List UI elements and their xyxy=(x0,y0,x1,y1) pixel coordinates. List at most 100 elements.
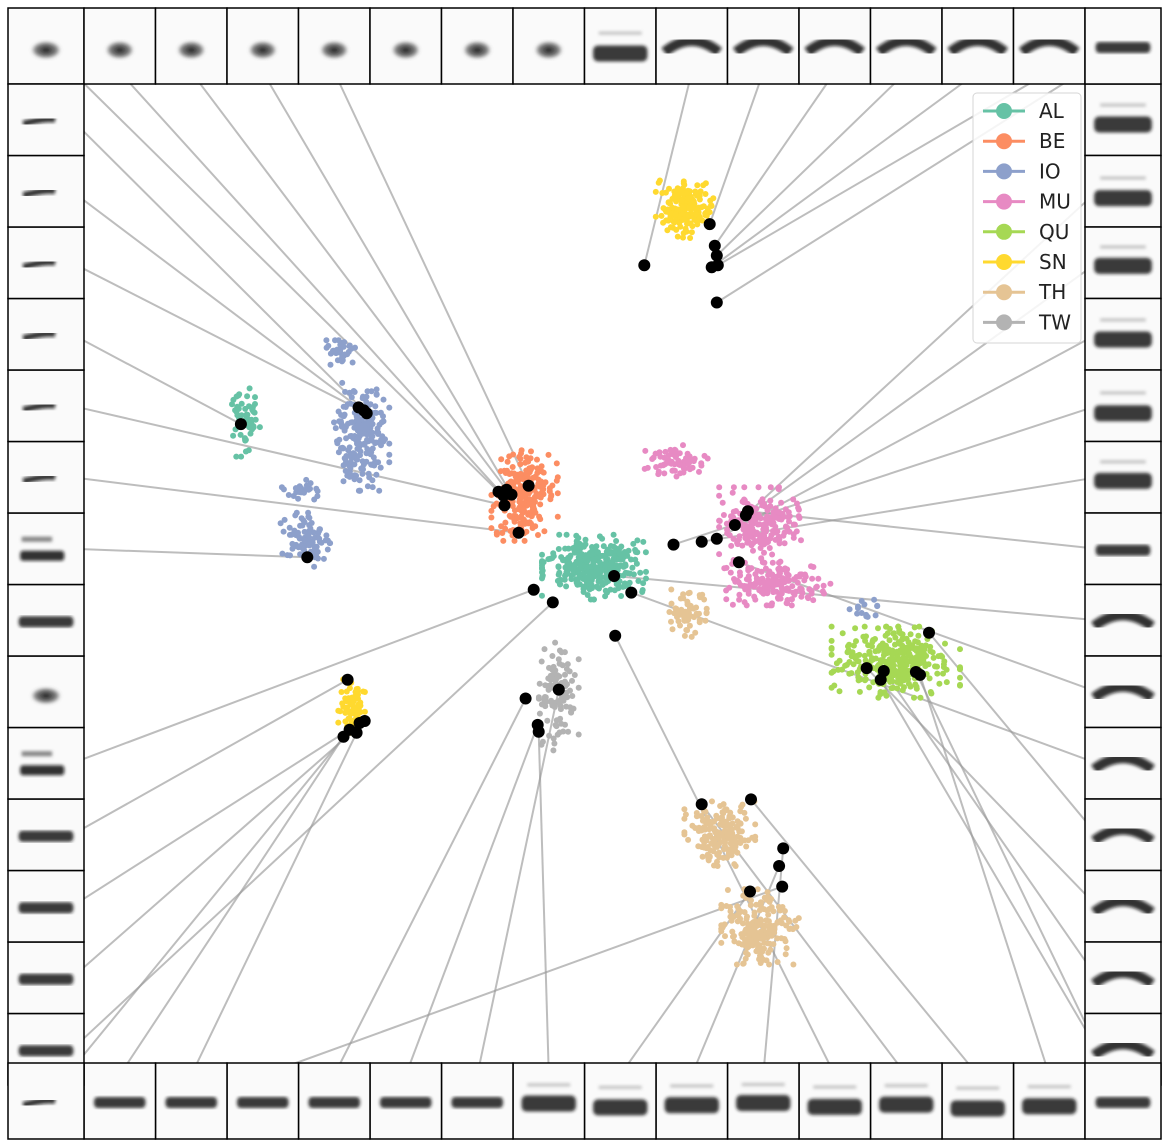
point-th xyxy=(758,917,765,924)
point-io xyxy=(360,422,367,428)
point-mu xyxy=(719,499,726,506)
point-th xyxy=(701,596,708,603)
point-mu xyxy=(795,506,802,513)
point-io xyxy=(350,450,357,457)
connector-line xyxy=(71,588,535,765)
point-sn xyxy=(686,205,693,212)
point-al xyxy=(624,570,631,577)
point-th xyxy=(764,889,771,896)
point-qu xyxy=(896,629,903,636)
point-sn xyxy=(693,211,700,218)
thumbnail-top xyxy=(297,7,371,85)
point-al xyxy=(576,572,583,579)
point-sn xyxy=(681,181,688,188)
point-al xyxy=(252,416,259,423)
point-al xyxy=(635,578,642,584)
point-qu xyxy=(901,684,907,691)
point-be xyxy=(504,458,511,465)
point-qu xyxy=(828,637,835,644)
point-io xyxy=(317,526,323,533)
point-al xyxy=(584,569,591,575)
point-mu xyxy=(676,450,683,457)
point-mu xyxy=(798,537,804,544)
spectrogram-thumbnails xyxy=(7,7,1162,1140)
point-th xyxy=(786,926,793,932)
thumbnail-top xyxy=(655,7,729,85)
point-mu xyxy=(744,528,751,535)
connector-line xyxy=(119,71,505,497)
point-mu xyxy=(677,470,684,477)
point-al xyxy=(539,575,545,582)
highlighted-point xyxy=(710,532,723,545)
point-al xyxy=(562,545,569,552)
point-mu xyxy=(729,489,736,496)
point-sn xyxy=(354,685,361,692)
point-io xyxy=(871,596,878,603)
thumbnail-right xyxy=(1084,583,1162,657)
point-sn xyxy=(342,709,349,716)
thumbnail-bottom xyxy=(297,1062,371,1140)
legend-marker xyxy=(996,223,1012,240)
point-qu xyxy=(929,649,936,656)
point-mu xyxy=(750,583,757,590)
point-tw xyxy=(575,656,582,663)
highlighted-point xyxy=(711,259,724,272)
point-be xyxy=(499,530,506,536)
highlighted-points xyxy=(234,218,935,898)
point-th xyxy=(685,590,692,597)
point-al xyxy=(562,564,569,571)
point-qu xyxy=(870,637,877,643)
thumbnail-left xyxy=(7,154,85,228)
legend-label: SN xyxy=(1039,250,1067,274)
point-be xyxy=(510,451,517,458)
point-tw xyxy=(538,658,545,665)
thumbnail-bottom xyxy=(726,1062,800,1140)
point-io xyxy=(308,520,315,526)
point-th xyxy=(704,851,711,858)
point-qu xyxy=(888,658,895,665)
highlighted-point xyxy=(358,715,371,727)
thumbnail-corner xyxy=(1084,1062,1162,1140)
point-mu xyxy=(750,516,757,522)
point-al xyxy=(252,394,258,401)
thumbnail-bottom xyxy=(869,1062,943,1140)
highlighted-point xyxy=(522,479,535,492)
thumbnail-top xyxy=(369,7,443,85)
point-mu xyxy=(794,579,801,586)
point-qu xyxy=(876,645,883,652)
point-th xyxy=(696,824,702,831)
thumbnail-right xyxy=(1084,297,1162,371)
point-th xyxy=(675,610,682,617)
point-th xyxy=(762,922,769,929)
point-qu xyxy=(887,678,894,685)
point-mu xyxy=(720,512,727,518)
point-al xyxy=(630,540,637,547)
point-mu xyxy=(767,484,774,491)
connector-line xyxy=(71,720,366,979)
thumbnail-top xyxy=(798,7,872,85)
point-io xyxy=(354,445,361,452)
point-al xyxy=(596,559,603,566)
point-al xyxy=(633,560,640,567)
point-io xyxy=(342,388,349,395)
point-mu xyxy=(810,564,817,570)
thumbnail-top xyxy=(226,7,300,85)
point-qu xyxy=(848,653,855,660)
legend-label: IO xyxy=(1039,159,1061,183)
point-qu xyxy=(911,694,917,701)
point-io xyxy=(280,528,287,535)
point-th xyxy=(699,853,706,860)
point-th xyxy=(709,798,715,805)
point-qu xyxy=(884,650,891,657)
point-th xyxy=(699,836,706,843)
point-be xyxy=(526,496,533,503)
point-io xyxy=(351,476,358,483)
highlighted-point xyxy=(532,725,545,738)
point-th xyxy=(765,911,772,918)
point-th xyxy=(754,886,761,893)
connector-line xyxy=(71,119,365,412)
point-io xyxy=(281,516,288,523)
highlighted-point xyxy=(741,505,754,518)
point-io xyxy=(363,458,370,465)
point-qu xyxy=(856,688,863,695)
